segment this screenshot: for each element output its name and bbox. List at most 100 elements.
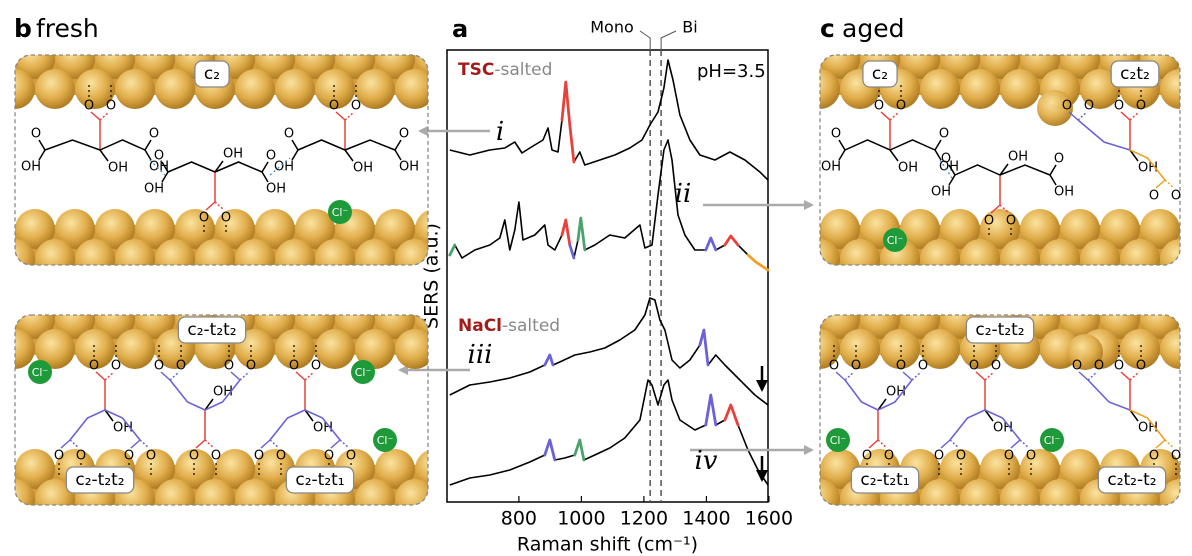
atom-label: O xyxy=(1136,99,1146,114)
atom-label: O xyxy=(1149,189,1159,204)
spectrum-highlight xyxy=(578,218,585,250)
gold-atom xyxy=(1000,479,1040,519)
panel-title: aged xyxy=(842,14,904,43)
atom-label: O xyxy=(862,449,872,464)
atom-label: O xyxy=(984,214,994,229)
bond xyxy=(145,150,151,160)
bond xyxy=(340,440,349,448)
species-tag: c₂t₂ xyxy=(1120,64,1150,84)
bond xyxy=(331,440,340,448)
atom-label: O xyxy=(399,127,409,142)
reference-connector xyxy=(640,31,650,50)
reference-connector xyxy=(661,31,676,50)
atom-label: O xyxy=(84,99,94,114)
atom-label: O xyxy=(829,359,839,374)
gold-atom xyxy=(1040,479,1080,519)
gold-atom xyxy=(235,69,275,109)
panel-label: b xyxy=(14,14,32,43)
gold-atom xyxy=(35,239,75,279)
atom-label: O xyxy=(31,127,41,142)
bond xyxy=(395,150,401,160)
gold-atom xyxy=(395,69,435,109)
atom-label: Cl⁻ xyxy=(32,366,49,379)
bond xyxy=(890,150,898,161)
bond xyxy=(839,150,845,160)
atom-label: Cl⁻ xyxy=(1044,434,1061,447)
atom-label: Cl⁻ xyxy=(332,206,349,219)
spectrum-highlight xyxy=(706,238,716,250)
bond xyxy=(262,162,268,172)
spectrum-name: iii xyxy=(468,340,493,370)
panel-title: fresh xyxy=(36,14,99,43)
atom-label: OH xyxy=(274,160,294,175)
bond xyxy=(1050,175,1056,185)
species-tag: c₂ xyxy=(872,64,888,84)
atom-label: O xyxy=(1054,152,1064,167)
gold-atom xyxy=(0,299,15,339)
spectrum-name: iv xyxy=(694,446,717,476)
atom-label: O xyxy=(199,211,209,226)
atom-label: O xyxy=(1171,189,1181,204)
reference-label: Mono xyxy=(590,18,634,37)
bond xyxy=(145,140,151,150)
bond xyxy=(1020,440,1029,448)
atom-label: O xyxy=(254,449,264,464)
bond xyxy=(261,440,270,448)
gold-atom xyxy=(395,329,435,369)
chain xyxy=(45,140,100,150)
gold-atom xyxy=(960,69,1000,109)
atom-label: O xyxy=(76,449,86,464)
chain xyxy=(100,140,145,150)
bond xyxy=(270,440,279,448)
species-tag: c₂-t₂t₂ xyxy=(975,320,1024,340)
atom-label: O xyxy=(106,99,116,114)
bond xyxy=(131,440,140,448)
atom-label: O xyxy=(1114,359,1124,374)
atom-label: O xyxy=(54,449,64,464)
annotation-part: TSC xyxy=(458,60,494,80)
annotation-part: NaCl xyxy=(458,316,502,336)
bond xyxy=(61,440,70,448)
atom-label: O xyxy=(246,359,256,374)
bond xyxy=(1165,180,1174,188)
x-tick-label: 1600 xyxy=(745,508,793,530)
chain xyxy=(170,380,205,410)
atom-label: O xyxy=(851,359,861,374)
spectrum-highlight xyxy=(725,236,738,245)
atom-label: O xyxy=(939,127,949,142)
annotation-part: -salted xyxy=(494,60,552,80)
bond xyxy=(206,202,215,210)
atom-label: O xyxy=(329,99,339,114)
gold-atom xyxy=(800,69,840,109)
bond xyxy=(395,140,401,150)
atom-label: O xyxy=(896,99,906,114)
spectrum-highlight xyxy=(748,255,768,270)
atom-label: OH xyxy=(1054,185,1074,200)
chain xyxy=(890,140,935,150)
species-tag: c₂-t₂t₂ xyxy=(75,470,124,490)
atom-label: O xyxy=(1094,359,1104,374)
species-tag: c₂-t₂t₂ xyxy=(187,320,236,340)
atom-label: O xyxy=(111,359,121,374)
gold-atom xyxy=(960,239,1000,279)
gold-atom xyxy=(115,239,155,279)
spectrum-name: ii xyxy=(675,179,692,209)
gold-atom xyxy=(780,299,820,339)
bond xyxy=(1011,440,1020,448)
atom-label: O xyxy=(991,359,1001,374)
atom-label: O xyxy=(351,99,361,114)
gold-atom xyxy=(780,449,820,489)
atom-label: O xyxy=(224,359,234,374)
atom-label: O xyxy=(154,359,164,374)
gold-atom xyxy=(315,239,355,279)
gold-atom xyxy=(155,69,195,109)
bond xyxy=(100,150,108,161)
gold-atom xyxy=(235,239,275,279)
atom-label: OH xyxy=(399,160,419,175)
gold-atom xyxy=(195,479,235,519)
species-tag: c₂ xyxy=(204,64,220,84)
species-tag: c₂-t₂t₁ xyxy=(295,470,344,490)
bond xyxy=(1156,180,1165,188)
x-tick-label: 1000 xyxy=(557,508,605,530)
gold-atom xyxy=(1120,239,1160,279)
